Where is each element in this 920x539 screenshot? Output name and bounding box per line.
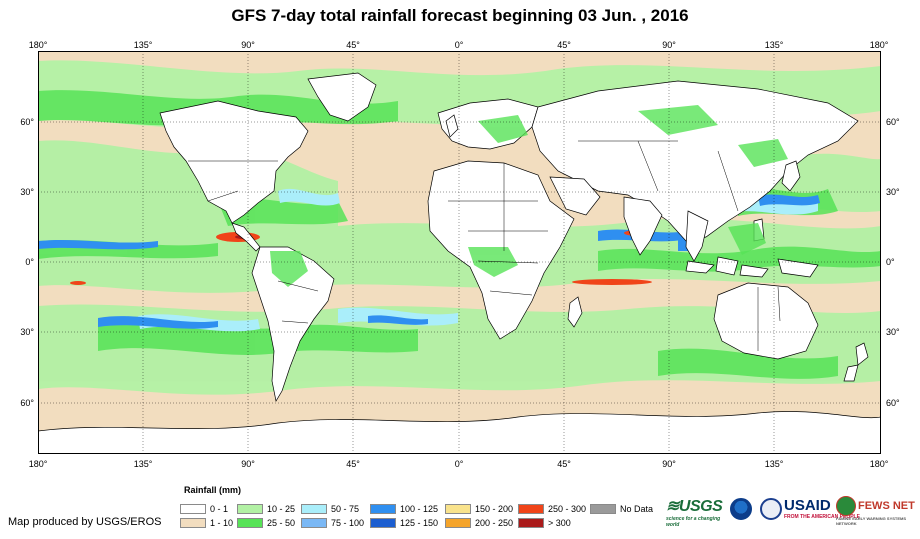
lat-label-left-60s: 60° [20, 398, 34, 408]
legend-swatch [180, 518, 206, 528]
lon-label-top-180e: 180° [869, 40, 889, 50]
lon-label-top-90e: 90° [662, 40, 676, 50]
legend-item-1-10: 1 - 10 [180, 517, 233, 529]
legend-item-150-200: 150 - 200 [445, 503, 513, 515]
legend-swatch [370, 504, 396, 514]
lat-label-right-30s: 30° [886, 327, 900, 337]
map-title: GFS 7-day total rainfall forecast beginn… [231, 6, 689, 25]
lat-label-right-0: 0° [886, 257, 895, 267]
legend-item-50-75: 50 - 75 [301, 503, 359, 515]
lon-label-bottom-90w: 90° [241, 459, 255, 469]
legend-swatch [237, 518, 263, 528]
legend-item-over-300: > 300 [518, 517, 571, 529]
usaid-seal-icon [760, 498, 782, 520]
lon-label-bottom-180e: 180° [869, 459, 889, 469]
graticule [38, 51, 881, 454]
legend-item-250-300: 250 - 300 [518, 503, 586, 515]
lat-label-right-60s: 60° [886, 398, 900, 408]
usgs-logo: ≋USGS science for a changing world [666, 498, 723, 528]
lon-label-top-90w: 90° [241, 40, 255, 50]
legend-item-25-50: 25 - 50 [237, 517, 295, 529]
lat-label-left-0: 0° [25, 257, 34, 267]
map-credit: Map produced by USGS/EROS [8, 516, 162, 528]
legend-swatch [301, 518, 327, 528]
lon-label-top-45w: 45° [346, 40, 360, 50]
legend-item-75-100: 75 - 100 [301, 517, 364, 529]
fewsnet-logo: FEWS NET FAMINE EARLY WARNING SYSTEMS NE… [836, 496, 916, 526]
legend-swatch [180, 504, 206, 514]
legend-swatch [518, 518, 544, 528]
lon-label-bottom-0: 0° [454, 459, 464, 469]
noaa-logo [730, 498, 752, 520]
usaid-logo: USAID FROM THE AMERICAN PEOPLE [784, 497, 860, 520]
lat-label-right-30n: 30° [886, 187, 900, 197]
legend-item-10-25: 10 - 25 [237, 503, 295, 515]
legend-item-100-125: 100 - 125 [370, 503, 438, 515]
lat-label-left-60n: 60° [20, 117, 34, 127]
legend-item-125-150: 125 - 150 [370, 517, 438, 529]
lon-label-bottom-135e: 135° [764, 459, 784, 469]
lon-label-top-45e: 45° [557, 40, 571, 50]
legend-swatch [237, 504, 263, 514]
rain-band-75-125 [38, 194, 820, 329]
lon-label-top-180w: 180° [28, 40, 48, 50]
lon-label-top-135w: 135° [133, 40, 153, 50]
lon-label-bottom-135w: 135° [133, 459, 153, 469]
legend-swatch [445, 518, 471, 528]
lat-label-right-60n: 60° [886, 117, 900, 127]
legend-swatch [301, 504, 327, 514]
legend-item-200-250: 200 - 250 [445, 517, 513, 529]
lon-label-bottom-90e: 90° [662, 459, 676, 469]
lon-label-top-0: 0° [454, 40, 464, 50]
lon-label-bottom-45e: 45° [557, 459, 571, 469]
legend-swatch [518, 504, 544, 514]
lat-label-left-30s: 30° [20, 327, 34, 337]
legend-swatch [590, 504, 616, 514]
lon-label-bottom-180w: 180° [28, 459, 48, 469]
globe-icon [836, 496, 856, 516]
rainfall-map[interactable] [38, 51, 881, 454]
legend-item-0-1: 0 - 1 [180, 503, 228, 515]
legend-item-no-data: No Data [590, 503, 653, 515]
country-borders [188, 140, 781, 351]
lon-label-top-135e: 135° [764, 40, 784, 50]
lon-label-bottom-45w: 45° [346, 459, 360, 469]
legend-swatch [445, 504, 471, 514]
lat-label-left-30n: 30° [20, 187, 34, 197]
legend-swatch [370, 518, 396, 528]
legend-title: Rainfall (mm) [184, 485, 242, 495]
